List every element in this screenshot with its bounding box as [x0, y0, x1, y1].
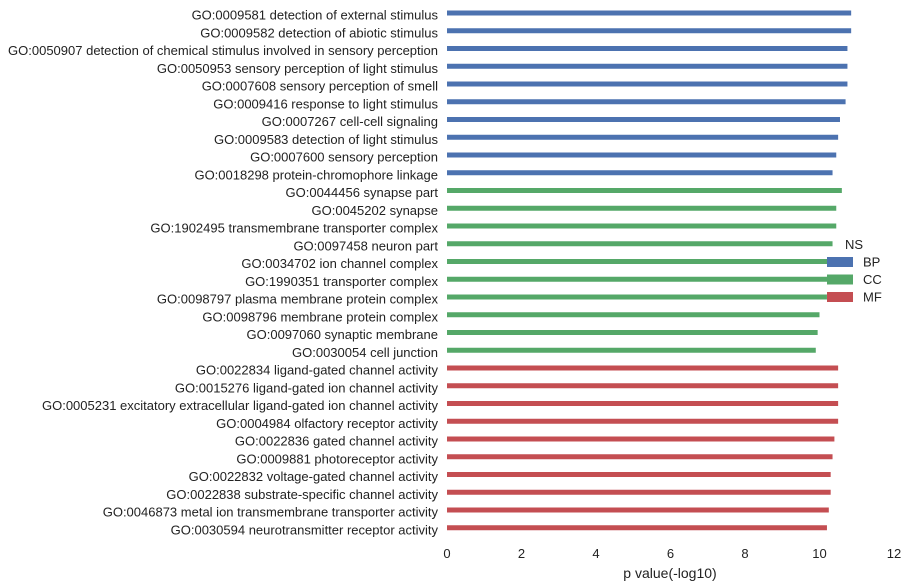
category-label-24: GO:0004984 olfactory receptor activity: [216, 416, 438, 431]
category-label-17: GO:0098797 plasma membrane protein compl…: [157, 292, 439, 307]
category-label-28: GO:0022838 substrate-specific channel ac…: [166, 487, 438, 502]
category-label-8: GO:0009583 detection of light stimulus: [214, 132, 439, 147]
category-label-4: GO:0050953 sensory perception of light s…: [157, 61, 439, 76]
bar-19: [447, 330, 818, 335]
bar-14: [447, 241, 833, 247]
bar-21: [447, 365, 839, 371]
legend-label-cc: CC: [863, 272, 882, 287]
category-label-12: GO:0045202 synapse: [312, 203, 438, 218]
bar-16: [447, 276, 829, 282]
category-label-25: GO:0022836 gated channel activity: [235, 434, 439, 449]
category-label-21: GO:0022834 ligand-gated channel activity: [196, 363, 439, 378]
bar-15: [447, 259, 831, 264]
bars: [447, 10, 852, 531]
category-label-2: GO:0009582 detection of abiotic stimulus: [200, 25, 438, 40]
category-label-19: GO:0097060 synaptic membrane: [247, 327, 439, 342]
category-label-20: GO:0030054 cell junction: [292, 345, 438, 360]
x-axis-ticks: 0 2 4 6 8 10 12: [443, 546, 901, 561]
bar-5: [447, 81, 848, 87]
bar-9: [447, 152, 837, 158]
category-label-13: GO:1902495 transmembrane transporter com…: [150, 221, 438, 236]
category-label-23: GO:0005231 excitatory extracellular liga…: [42, 398, 439, 413]
category-label-9: GO:0007600 sensory perception: [250, 150, 438, 165]
bar-30: [447, 525, 827, 531]
bar-23: [447, 401, 839, 406]
legend-swatch-mf: [827, 292, 853, 302]
category-label-15: GO:0034702 ion channel complex: [241, 256, 438, 271]
bar-8: [447, 134, 839, 140]
category-label-1: GO:0009581 detection of external stimulu…: [192, 8, 439, 23]
bar-18: [447, 312, 820, 318]
category-label-11: GO:0044456 synapse part: [286, 185, 439, 200]
category-labels: GO:0009581 detection of external stimulu…: [8, 8, 438, 538]
bar-4: [447, 63, 848, 69]
legend: NS BP CC MF: [827, 237, 882, 305]
bar-24: [447, 418, 839, 424]
bar-13: [447, 223, 837, 229]
bar-2: [447, 28, 852, 34]
bar-27: [447, 472, 831, 477]
x-tick-label: 12: [887, 546, 901, 561]
legend-title: NS: [845, 237, 863, 252]
category-label-27: GO:0022832 voltage-gated channel activit…: [189, 469, 439, 484]
legend-swatch-bp: [827, 257, 853, 267]
legend-label-bp: BP: [863, 255, 880, 270]
bar-11: [447, 188, 842, 193]
category-label-26: GO:0009881 photoreceptor activity: [236, 451, 438, 466]
category-label-7: GO:0007267 cell-cell signaling: [262, 114, 438, 129]
x-tick-label: 2: [518, 546, 525, 561]
bar-25: [447, 436, 835, 442]
bar-22: [447, 383, 839, 389]
bar-10: [447, 170, 833, 176]
bar-29: [447, 507, 829, 513]
bar-17: [447, 294, 827, 300]
category-label-3: GO:0050907 detection of chemical stimulu…: [8, 43, 438, 58]
category-label-6: GO:0009416 response to light stimulus: [213, 96, 438, 111]
legend-swatch-cc: [827, 274, 853, 285]
category-label-30: GO:0030594 neurotransmitter receptor act…: [171, 522, 439, 537]
x-tick-label: 4: [592, 546, 599, 561]
x-tick-label: 0: [443, 546, 450, 561]
bar-28: [447, 489, 831, 495]
category-label-14: GO:0097458 neuron part: [293, 238, 438, 253]
category-label-5: GO:0007608 sensory perception of smell: [202, 79, 438, 94]
bar-20: [447, 347, 816, 353]
bar-6: [447, 99, 846, 105]
x-axis-title: p value(-log10): [623, 565, 716, 581]
bar-26: [447, 454, 833, 460]
category-label-10: GO:0018298 protein-chromophore linkage: [194, 167, 438, 182]
bar-1: [447, 10, 852, 16]
legend-label-mf: MF: [863, 290, 882, 305]
bar-12: [447, 205, 837, 211]
bar-3: [447, 46, 848, 51]
x-tick-label: 10: [812, 546, 826, 561]
x-tick-label: 8: [741, 546, 748, 561]
x-tick-label: 6: [667, 546, 674, 561]
category-label-22: GO:0015276 ligand-gated ion channel acti…: [175, 380, 439, 395]
category-label-29: GO:0046873 metal ion transmembrane trans…: [103, 505, 439, 520]
category-label-18: GO:0098796 membrane protein complex: [202, 309, 438, 324]
bar-7: [447, 117, 840, 122]
category-label-16: GO:1990351 transporter complex: [245, 274, 438, 289]
